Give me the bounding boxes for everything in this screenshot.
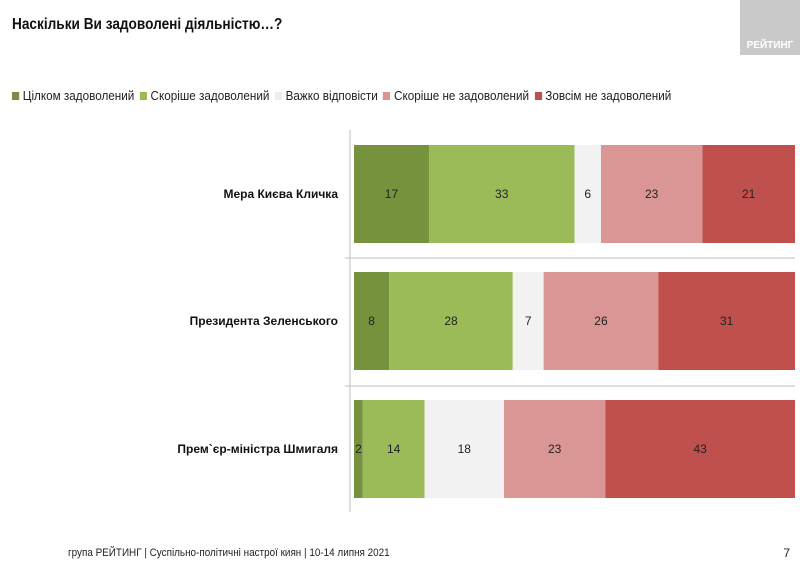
legend-label: Зовсім не задоволений (545, 88, 672, 103)
bar-segment (600, 145, 703, 243)
data-label: 7 (525, 314, 532, 328)
category-label: Прем`єр-міністра Шмигаля (177, 442, 338, 456)
data-label: 31 (720, 314, 734, 328)
data-label: 17 (385, 187, 399, 201)
legend-item: Зовсім не задоволений (534, 88, 671, 103)
legend-swatch (139, 91, 147, 100)
legend-swatch (274, 91, 283, 100)
bar-segment (574, 145, 601, 243)
bar-segment (543, 272, 659, 370)
legend-item: Скоріше не задоволений (383, 88, 529, 103)
legend-label: Скоріше задоволений (150, 88, 270, 103)
legend-swatch (12, 91, 20, 100)
data-label: 18 (458, 442, 472, 456)
bar-segment (424, 400, 504, 498)
legend-label: Важко відповісти (285, 88, 378, 103)
bar-segment (658, 272, 795, 370)
category-label: Президента Зеленського (190, 314, 338, 328)
legend-swatch (534, 91, 542, 100)
data-label: 43 (694, 442, 708, 456)
data-label: 6 (584, 187, 591, 201)
bar-segment (354, 400, 363, 498)
bar-segment (503, 400, 606, 498)
legend: Цілком задоволений Скоріше задоволений Важ… (12, 88, 671, 103)
data-label: 23 (645, 187, 659, 201)
data-label: 33 (495, 187, 509, 201)
legend-swatch (383, 91, 391, 100)
bar-segment (605, 400, 795, 498)
data-label: 23 (548, 442, 562, 456)
bar-segment (354, 145, 429, 243)
data-label: 26 (594, 314, 608, 328)
data-label: 21 (742, 187, 756, 201)
bar-segment (702, 145, 795, 243)
bar-segment (354, 272, 390, 370)
category-label: Мера Києва Кличка (223, 187, 338, 201)
legend-label: Цілком задоволений (22, 88, 135, 103)
data-label: 14 (387, 442, 401, 456)
bar-segment (362, 400, 425, 498)
bar-segment (389, 272, 513, 370)
legend-item: Цілком задоволений (12, 88, 134, 103)
data-label: 8 (368, 314, 375, 328)
bar-segment (428, 145, 575, 243)
legend-item: Важко відповісти (274, 88, 378, 103)
footer: група РЕЙТИНГ | Суспільно-політичні наст… (68, 547, 390, 559)
page-number: 7 (783, 546, 790, 560)
legend-item: Скоріше задоволений (139, 88, 270, 103)
rating-logo: РЕЙТИНГ (740, 0, 800, 55)
chart-title: Наскільки Ви задоволені діяльністю…? (12, 16, 283, 33)
data-label: 28 (444, 314, 458, 328)
bar-segment (512, 272, 544, 370)
data-label: 2 (355, 442, 362, 456)
legend-label: Скоріше не задоволений (394, 88, 530, 103)
